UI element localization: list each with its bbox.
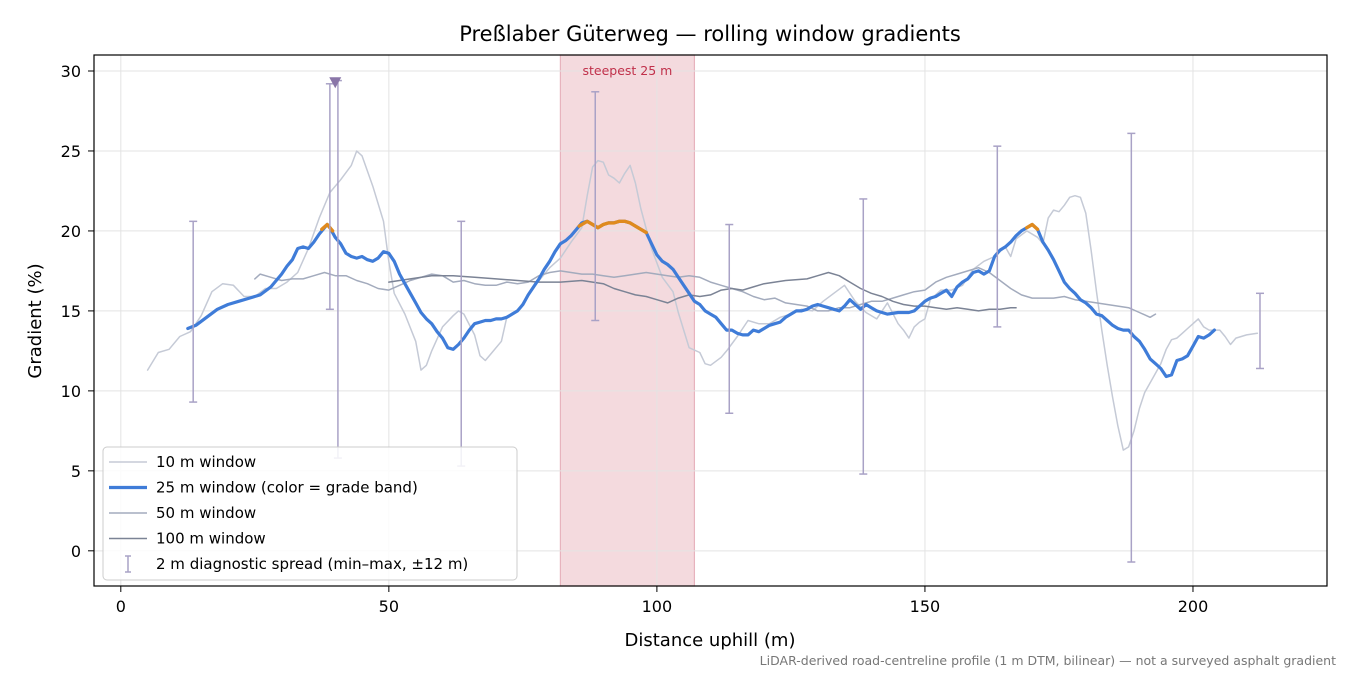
series-25m-line: [186, 219, 1216, 379]
x-tick-label: 200: [1178, 597, 1209, 616]
series-100m-line: [388, 271, 1017, 312]
diagnostic-spread-errorbar: [189, 220, 198, 403]
y-tick-label: 0: [71, 542, 81, 561]
y-tick-label: 30: [61, 62, 81, 81]
y-axis-label: Gradient (%): [25, 263, 46, 378]
chart-title: Preßlaber Güterweg — rolling window grad…: [459, 22, 961, 46]
y-tick-label: 15: [61, 302, 81, 321]
legend: 10 m window 25 m window (color = grade ba…: [102, 446, 518, 581]
x-tick-label: 100: [642, 597, 673, 616]
diagnostic-spread-errorbar: [725, 223, 734, 415]
x-tick-label: 0: [116, 597, 126, 616]
series-group: [146, 79, 1264, 563]
diagnostic-spread-errorbar: [859, 198, 868, 475]
grade-band-highlight-segment: [320, 222, 335, 233]
y-tick-label: 5: [71, 462, 81, 481]
plot-frame: [93, 54, 1328, 587]
legend-label: 100 m window: [156, 530, 266, 548]
grade-band-highlight-segment: [1025, 222, 1040, 231]
legend-box: [102, 446, 518, 581]
series-10m-line: [146, 150, 1259, 451]
plot-area: steepest 25 m 0 50 100 150 200 0 5 10 15 20 25 30 10 …: [61, 54, 1328, 616]
series-50m-line: [254, 266, 1157, 319]
y-tick-label: 25: [61, 142, 81, 161]
x-axis-label: Distance uphill (m): [625, 630, 796, 651]
footnote: LiDAR-derived road-centreline profile (1…: [760, 653, 1336, 668]
diagnostic-spread-errorbar: [1255, 292, 1264, 370]
steepest-band-label: steepest 25 m: [582, 63, 672, 78]
peak-marker: [329, 77, 342, 89]
y-tick-label: 10: [61, 382, 81, 401]
legend-label: 50 m window: [156, 504, 256, 522]
legend-label: 25 m window (color = grade band): [156, 479, 418, 497]
grade-band-highlight-segment: [577, 219, 648, 235]
diagnostic-spread-errorbar: [591, 91, 600, 322]
legend-label: 2 m diagnostic spread (min–max, ±12 m): [156, 555, 468, 573]
y-tick-label: 20: [61, 222, 81, 241]
diagnostic-spread-errorbar: [333, 79, 342, 459]
diagnostic-spread-errorbar: [325, 83, 334, 311]
diagnostic-spread-errorbar: [1127, 132, 1136, 563]
x-tick-label: 150: [910, 597, 941, 616]
legend-label: 10 m window: [156, 453, 256, 471]
steepest-band: [559, 54, 696, 587]
diagnostic-spread-errorbar: [993, 145, 1002, 328]
x-tick-label: 50: [379, 597, 399, 616]
